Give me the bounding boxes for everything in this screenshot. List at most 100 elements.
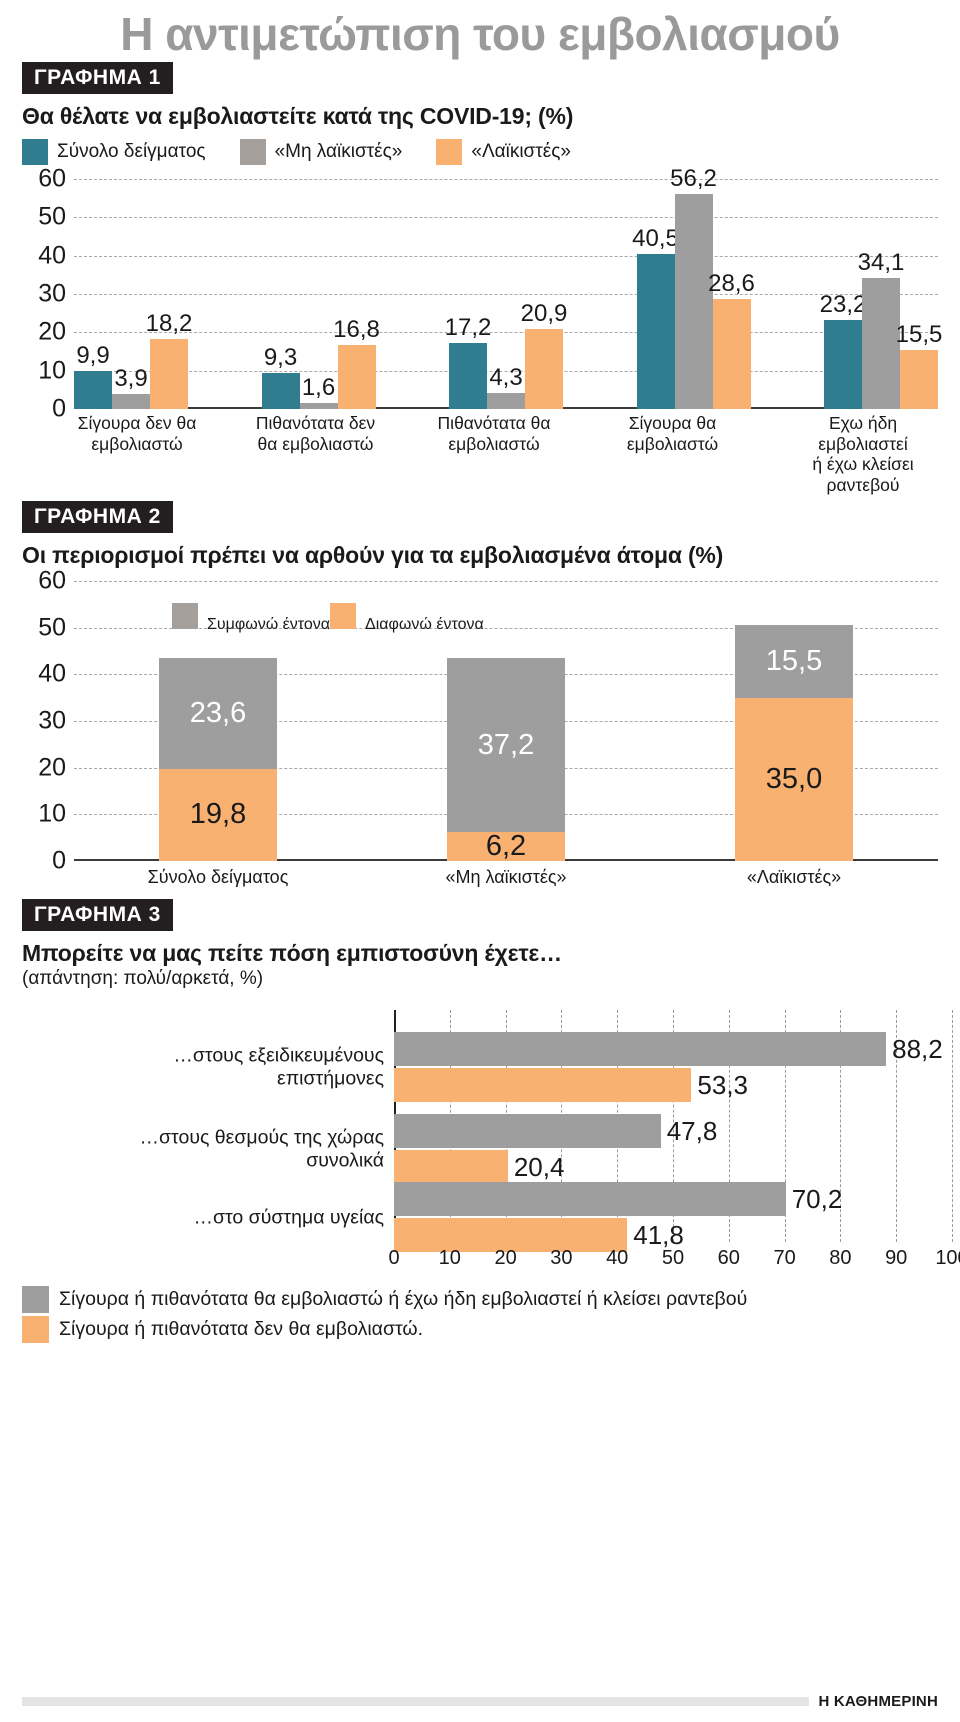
chart1-legend: Σύνολο δείγματος «Μη λαϊκιστές» «Λαϊκιστές… [22, 139, 938, 165]
bar-slot: 34,1 [858, 179, 904, 409]
legend-swatch-icon [22, 1316, 49, 1343]
bar-groups: 9,9 3,9 18,2 9,3 1,6 16,8 17,2 4,3 20,9 40,5 56,2 2… [74, 166, 942, 409]
chart2-title: Οι περιορισμοί πρέπει να αρθούν για τα ε… [22, 542, 724, 568]
bar [394, 1068, 692, 1102]
bar-slot: 20,9 [521, 179, 567, 409]
legend-swatch-icon [22, 1286, 49, 1313]
category-label: «Μη λαϊκιστές» [445, 867, 567, 887]
legend-label: Σύνολο δείγματος [57, 141, 206, 162]
y-tick-label: 40 [38, 241, 66, 270]
bar [261, 373, 300, 409]
legend-swatch-icon [239, 139, 266, 165]
chart2-section: ΓΡΑΦΗΜΑ 2 Οι περιορισμοί πρέπει να αρθού… [22, 501, 938, 887]
row-label-line: …στους θεσμούς της χώρας [139, 1126, 384, 1149]
segment-value-label: 19,8 [189, 798, 247, 831]
chart2-legend: Συμφωνώ έντονα Διαφωνώ έντονα [172, 603, 484, 634]
category-label: Σίγουρα δεν θα εμβολιαστώ [74, 413, 200, 496]
bar-slot: 4,3 [487, 179, 525, 409]
bar-slot: 23,2 [820, 179, 866, 409]
category-label-line: εμβολιαστώ [448, 433, 540, 454]
gridline [952, 1010, 953, 1242]
bar [394, 1032, 887, 1066]
bar-value-label: 9,3 [263, 344, 298, 372]
category-label-line: Εχω ήδη εμβολιαστεί [818, 413, 908, 454]
category-label-line: Σίγουρα δεν θα [77, 413, 197, 433]
bar-group: 9,3 1,6 16,8 [261, 179, 380, 409]
bar-value-label: 41,8 [633, 1220, 684, 1250]
legend-label: «Λαϊκιστές» [471, 141, 571, 162]
row-label-line: …στο σύστημα υγείας [193, 1206, 384, 1229]
category-label-line: Πιθανότατα δεν [255, 413, 376, 433]
bar-group: 17,2 4,3 20,9 [445, 179, 567, 409]
bar-slot: 15,5 [896, 179, 942, 409]
bar [74, 371, 112, 409]
category-label: Σίγουρα θα εμβολιαστώ [610, 413, 736, 496]
x-tick-label: 30 [550, 1247, 573, 1269]
category-label-line: ραντεβού [826, 474, 900, 495]
bar-value-label: 17,2 [444, 314, 492, 342]
legend-label: Σίγουρα ή πιθανότατα δεν θα εμβολιαστώ. [59, 1318, 424, 1340]
chart3-section: ΓΡΑΦΗΜΑ 3 Μπορείτε να μας πείτε πόση εμπ… [22, 899, 960, 1343]
chart3-subtitle: (απάντηση: πολύ/αρκετά, %) [22, 968, 264, 989]
stack-segment: 23,6 [159, 658, 277, 769]
legend-item: «Μη λαϊκιστές» [239, 139, 403, 165]
y-tick-label: 30 [38, 279, 66, 308]
legend-label: Διαφωνώ έντονα [365, 616, 484, 633]
category-label-line: Σίγουρα θα [628, 413, 717, 433]
category-label: Εχω ήδη εμβολιαστεί ή έχω κλείσει ραντεβού [788, 413, 938, 496]
bar-value-label: 34,1 [857, 249, 905, 277]
category-label-line: εμβολιαστώ [91, 433, 183, 454]
x-tick-label: 90 [885, 1247, 908, 1269]
y-tick-label: 30 [38, 706, 66, 735]
bar-value-label: 40,5 [632, 224, 679, 252]
chart2-plot-area: 23,6 19,8 37,2 6,2 15,5 35,0 [74, 581, 938, 861]
footer: Η ΚΑΘΗΜΕΡΙΝΗ [22, 1693, 938, 1710]
chart1-plot: 0 10 20 30 40 50 60 9,9 3,9 18,2 9,3 1,6 16,8 17,2 4,… [22, 166, 942, 495]
y-tick-label: 0 [52, 846, 66, 875]
category-label: Σύνολο δείγματος [147, 867, 289, 887]
bar [394, 1150, 508, 1184]
category-label-line: ή έχω κλείσει [812, 454, 914, 475]
category-label-line: θα εμβολιαστώ [257, 433, 374, 454]
bar-slot: 9,3 [261, 179, 300, 409]
legend-item: Διαφωνώ έντονα [330, 603, 484, 634]
y-tick-label: 50 [38, 202, 66, 231]
chart2-y-axis: 0 10 20 30 40 50 60 [22, 568, 72, 873]
bar [900, 349, 938, 409]
bar-value-label: 1,6 [301, 373, 336, 401]
legend-label: «Μη λαϊκιστές» [274, 141, 403, 162]
bar-slot: 56,2 [670, 166, 717, 409]
chart3-plot-area: 88,2 53,3 47,8 20,4 70,2 41,8 [394, 1010, 953, 1252]
chart3-x-ticks: 0 10 20 30 40 50 60 70 80 90 100 [388, 1247, 960, 1276]
stacked-bar: 23,6 19,8 [159, 581, 277, 861]
y-tick-label: 0 [52, 394, 66, 423]
chart2-tag: ΓΡΑΦΗΜΑ 2 [22, 501, 173, 533]
x-tick-label: 0 [388, 1247, 400, 1269]
page-title: Η αντιμετώπιση του εμβολιασμού [120, 8, 840, 60]
bar-value-label: 23,2 [819, 291, 867, 319]
category-label: Πιθανότατα δεν θα εμβολιαστώ [253, 413, 379, 496]
gridline [74, 581, 938, 582]
stacked-bars: 23,6 19,8 37,2 6,2 15,5 35,0 [74, 581, 938, 861]
row-label: …στους εξειδικευμένους επιστήμονες [173, 1045, 384, 1092]
y-tick-label: 20 [38, 317, 66, 346]
legend-label: Συμφωνώ έντονα [207, 616, 331, 633]
bar-group: 40,5 56,2 28,6 [632, 166, 755, 409]
bar [487, 392, 525, 409]
bar-value-label: 20,4 [513, 1152, 565, 1182]
y-tick-label: 60 [38, 566, 66, 595]
bar [824, 320, 862, 409]
legend-item: Σίγουρα ή πιθανότατα δεν θα εμβολιαστώ. [22, 1316, 938, 1343]
bar [674, 193, 713, 409]
chart1-tag: ΓΡΑΦΗΜΑ 1 [22, 62, 173, 94]
bar-slot: 1,6 [299, 179, 338, 409]
bar-value-label: 53,3 [697, 1070, 749, 1100]
row-label: …στους θεσμούς της χώρας συνολικά [140, 1127, 384, 1174]
row-label-line: επιστήμονες [277, 1068, 384, 1090]
x-tick-label: 70 [773, 1247, 796, 1269]
stack-segment: 15,5 [735, 625, 853, 698]
bar-value-label: 56,2 [670, 164, 717, 192]
stacked-bar: 37,2 6,2 [447, 581, 565, 861]
bar [712, 299, 751, 409]
